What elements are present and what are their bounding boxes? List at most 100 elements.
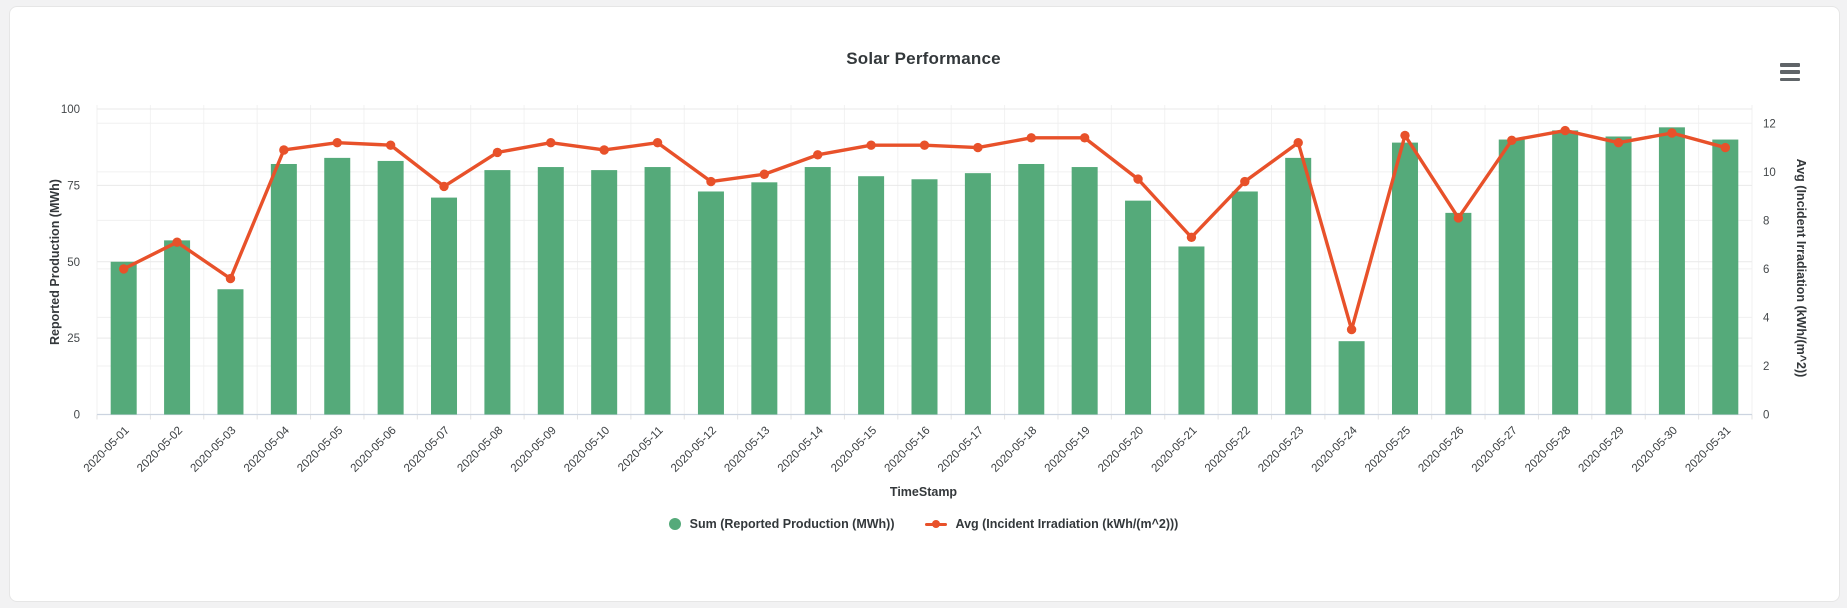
bar-2020-05-04[interactable] [270, 163, 297, 415]
x-tick-label: 2020-05-30 [1630, 425, 1680, 475]
line-point-2020-05-04[interactable] [279, 145, 289, 155]
bar-2020-05-20[interactable] [1125, 200, 1152, 415]
bar-2020-05-22[interactable] [1231, 191, 1258, 415]
line-point-2020-05-10[interactable] [599, 145, 609, 155]
bar-2020-05-03[interactable] [217, 289, 244, 415]
bar-2020-05-11[interactable] [644, 167, 671, 415]
line-point-2020-05-11[interactable] [652, 138, 663, 148]
line-point-2020-05-09[interactable] [546, 138, 556, 148]
x-tick-label: 2020-05-05 [295, 425, 345, 475]
x-tick-label: 2020-05-28 [1523, 425, 1573, 475]
menu-bar [1780, 63, 1800, 67]
bar-2020-05-26[interactable] [1445, 212, 1472, 415]
line-point-2020-05-08[interactable] [492, 147, 503, 158]
legend-item-irradiation[interactable]: Avg (Incident Irradiation (kWh/(m^2))) [924, 517, 1179, 531]
line-point-2020-05-26[interactable] [1453, 213, 1464, 223]
line-point-2020-05-15[interactable] [866, 140, 876, 150]
x-tick-label: 2020-05-01 [82, 425, 132, 475]
line-point-2020-05-28[interactable] [1560, 125, 1570, 136]
line-point-2020-05-24[interactable] [1346, 324, 1357, 335]
bar-2020-05-01[interactable] [110, 261, 137, 415]
bar-2020-05-17[interactable] [964, 173, 991, 415]
line-point-2020-05-31[interactable] [1720, 142, 1731, 153]
bar-2020-05-14[interactable] [804, 167, 831, 415]
right-tick-label: 2 [1763, 361, 1769, 373]
menu-bar [1780, 77, 1800, 81]
line-point-2020-05-05[interactable] [332, 138, 342, 148]
chart-title: Solar Performance [846, 49, 1001, 68]
line-point-2020-05-12[interactable] [706, 176, 716, 187]
x-tick-label: 2020-05-29 [1577, 425, 1627, 475]
bar-2020-05-12[interactable] [697, 191, 724, 415]
legend: Sum (Reported Production (MWh)) Avg (Inc… [0, 517, 1847, 531]
x-tick-label: 2020-05-21 [1149, 425, 1199, 475]
line-point-2020-05-19[interactable] [1079, 133, 1090, 143]
bar-2020-05-31[interactable] [1712, 139, 1739, 415]
bar-2020-05-28[interactable] [1552, 130, 1579, 415]
legend-item-production[interactable]: Sum (Reported Production (MWh)) [668, 517, 895, 531]
bar-2020-05-19[interactable] [1071, 167, 1098, 415]
bar-2020-05-30[interactable] [1658, 127, 1685, 415]
bar-2020-05-09[interactable] [537, 167, 564, 415]
line-point-2020-05-22[interactable] [1240, 176, 1250, 187]
x-tick-label: 2020-05-27 [1470, 425, 1520, 475]
bar-2020-05-02[interactable] [164, 240, 191, 415]
x-tick-label: 2020-05-06 [349, 425, 399, 475]
x-tick-label: 2020-05-18 [989, 425, 1039, 475]
line-point-2020-05-20[interactable] [1133, 174, 1143, 184]
bar-2020-05-15[interactable] [858, 176, 885, 415]
line-point-2020-05-23[interactable] [1293, 138, 1303, 148]
line-point-2020-05-25[interactable] [1400, 130, 1410, 141]
line-point-2020-05-17[interactable] [973, 142, 983, 153]
bar-2020-05-07[interactable] [431, 197, 458, 415]
right-tick-label: 4 [1763, 312, 1770, 324]
x-tick-label: 2020-05-04 [242, 424, 293, 475]
x-tick-label: 2020-05-17 [936, 425, 986, 475]
right-tick-label: 10 [1763, 167, 1776, 179]
x-tick-label: 2020-05-16 [883, 425, 933, 475]
x-tick-label: 2020-05-08 [455, 425, 505, 475]
bar-2020-05-18[interactable] [1018, 163, 1045, 415]
x-tick-label: 2020-05-07 [402, 425, 452, 475]
bar-2020-05-27[interactable] [1498, 139, 1525, 415]
line-point-2020-05-06[interactable] [385, 140, 396, 150]
bar-series-marker-icon [668, 518, 681, 530]
right-tick-label: 12 [1763, 118, 1776, 130]
bar-2020-05-29[interactable] [1605, 136, 1632, 415]
line-point-2020-05-18[interactable] [1026, 133, 1036, 143]
x-tick-label: 2020-05-09 [509, 425, 559, 475]
bar-2020-05-23[interactable] [1285, 157, 1312, 415]
bar-2020-05-24[interactable] [1338, 341, 1365, 415]
line-point-2020-05-02[interactable] [172, 237, 182, 247]
line-point-2020-05-30[interactable] [1667, 128, 1677, 138]
line-point-2020-05-29[interactable] [1613, 138, 1624, 148]
bar-2020-05-25[interactable] [1391, 142, 1418, 415]
bar-2020-05-08[interactable] [484, 170, 511, 415]
menu-bar [1780, 70, 1800, 74]
line-point-2020-05-21[interactable] [1186, 232, 1197, 243]
right-tick-label: 6 [1763, 264, 1769, 276]
x-tick-label: 2020-05-23 [1256, 425, 1306, 475]
x-tick-label: 2020-05-25 [1363, 425, 1413, 475]
hamburger-menu-icon[interactable] [1780, 63, 1802, 81]
bar-2020-05-13[interactable] [751, 182, 778, 415]
legend-label-irradiation: Avg (Incident Irradiation (kWh/(m^2))) [955, 517, 1179, 531]
bar-2020-05-21[interactable] [1178, 246, 1205, 415]
x-axis-title: TimeStamp [889, 485, 958, 499]
x-tick-label: 2020-05-02 [135, 425, 185, 475]
line-point-2020-05-16[interactable] [919, 140, 930, 150]
line-point-2020-05-07[interactable] [439, 181, 449, 192]
right-tick-label: 0 [1763, 410, 1769, 422]
bar-2020-05-10[interactable] [591, 170, 618, 415]
bar-2020-05-06[interactable] [377, 160, 404, 415]
line-point-2020-05-27[interactable] [1507, 135, 1517, 145]
line-point-2020-05-13[interactable] [759, 169, 770, 179]
line-point-2020-05-03[interactable] [225, 273, 236, 284]
bar-2020-05-16[interactable] [911, 179, 938, 415]
x-tick-label: 2020-05-19 [1043, 425, 1093, 475]
x-tick-label: 2020-05-31 [1683, 425, 1733, 475]
bar-2020-05-05[interactable] [324, 157, 351, 415]
line-point-2020-05-01[interactable] [118, 264, 129, 274]
line-point-2020-05-14[interactable] [813, 150, 823, 160]
